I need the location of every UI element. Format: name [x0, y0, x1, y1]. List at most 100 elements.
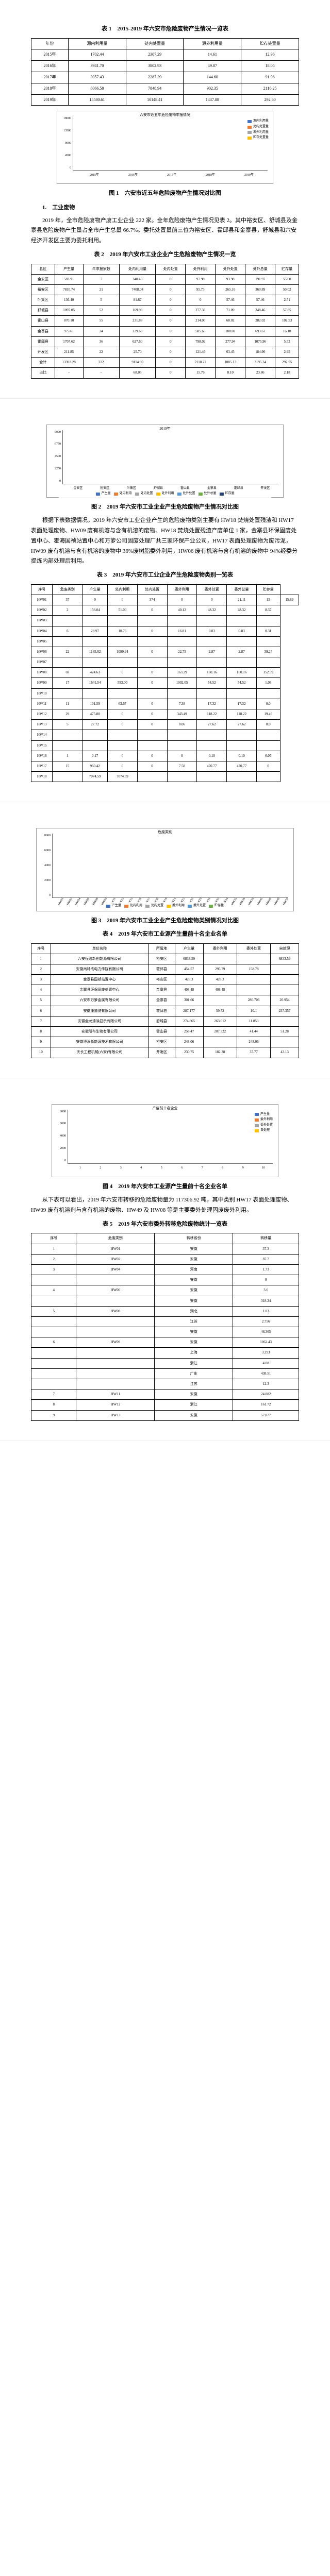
table-cell: 295.79: [203, 964, 237, 974]
table-row: 江苏2.756: [31, 1316, 299, 1327]
table-cell: 214.00: [186, 316, 216, 326]
p-after-chart4: 从下表可以看出，2019 年六安市转移的危险废物量为 117306.92 吨，其…: [31, 1195, 299, 1216]
page-3: 危废类别 02000400060008000 HW01HW02HW04HW06H…: [0, 802, 330, 1078]
table-cell: [107, 657, 137, 668]
col-header: 处外总量: [245, 264, 275, 274]
legend-label: 委外处置: [193, 904, 206, 909]
table-cell: 69: [53, 668, 82, 678]
table-cell: 37.3: [233, 1244, 299, 1254]
table-cell: 40.12: [167, 605, 197, 616]
legend-item: 产生量: [95, 492, 110, 497]
legend-label: 源内利用量: [253, 119, 269, 124]
col-header: 产生量: [82, 584, 108, 595]
table-cell: 6: [31, 1006, 51, 1016]
table-cell: [256, 636, 280, 647]
table-cell: [197, 616, 227, 626]
table-cell: 248.06: [175, 1037, 203, 1047]
table-cell: [31, 1327, 76, 1337]
table-cell: 8.37: [256, 605, 280, 616]
table-cell: 2287.39: [126, 72, 184, 83]
legend-item: 处内处置量: [248, 125, 269, 130]
table-cell: HW11: [76, 1389, 155, 1400]
col-header: 处外利用: [186, 264, 216, 274]
legend-swatch: [248, 137, 252, 140]
table-cell: 开发区: [31, 347, 55, 358]
table-cell: 93.98: [216, 274, 245, 284]
table-row: HW0869424.6300163.29160.16160.16152.59: [31, 668, 299, 678]
x-label: HW08: [92, 897, 100, 907]
table-cell: [197, 730, 227, 740]
table-row: 10天长工程机械(六安)有限公司开发区230.75182.3837.7743.1…: [31, 1047, 299, 1058]
table-cell: HW06: [76, 1285, 155, 1296]
chart4: 产废前十名企业 02000400060008000 12345678910 产生…: [52, 1104, 278, 1177]
table-row: HW1610.170000.100.100.07: [31, 751, 299, 761]
legend-swatch: [113, 493, 118, 496]
table-cell: [107, 616, 137, 626]
legend-swatch: [255, 1129, 259, 1132]
col-header: 源外利用量: [184, 38, 241, 49]
table-cell: 叶集区: [31, 295, 55, 306]
table-cell: 156.04: [82, 605, 108, 616]
table-row: 浙江4.08: [31, 1358, 299, 1368]
table-cell: 2: [53, 605, 82, 616]
table-cell: 1641.54: [82, 678, 108, 688]
table-cell: [167, 740, 197, 751]
x-label: 1: [79, 1166, 81, 1171]
table-row: 合计13393.282229114.9002110.221085.133195.…: [31, 358, 299, 368]
table-cell: 454.57: [175, 964, 203, 974]
x-label: 2015年: [90, 173, 99, 178]
table-cell: [256, 657, 280, 668]
table-cell: 3195.34: [245, 358, 275, 368]
table-cell: HW04: [31, 626, 53, 636]
table-cell: 0: [156, 316, 186, 326]
table-cell: 0: [107, 668, 137, 678]
table-cell: 41.44: [237, 1027, 270, 1037]
table-cell: 207.322: [203, 1027, 237, 1037]
table-row: 广东438.51: [31, 1368, 299, 1379]
table-row: 2019年15580.6110148.411437.88292.60: [31, 94, 299, 106]
table-cell: [197, 657, 227, 668]
col-header: 危废类别: [76, 1233, 155, 1244]
table-cell: 7810.74: [55, 284, 83, 295]
table-row: 江苏12.3: [31, 1379, 299, 1389]
table-cell: [107, 688, 137, 699]
table-cell: 2307.29: [126, 49, 184, 61]
chart4-legend: 产生量委外利用委外处置自处理: [254, 1111, 274, 1135]
table-cell: 0.17: [82, 751, 108, 761]
table-cell: 230.75: [175, 1047, 203, 1058]
table-cell: 1: [53, 751, 82, 761]
table-cell: [237, 975, 270, 985]
table-cell: [237, 985, 270, 995]
legend-swatch: [145, 905, 150, 908]
table-cell: [53, 772, 82, 782]
legend-item: 处内利用: [124, 904, 142, 909]
table-cell: 57.877: [233, 1410, 299, 1420]
table-cell: [76, 1296, 155, 1306]
table-cell: 0: [137, 709, 167, 720]
table-cell: 19.49: [256, 709, 280, 720]
table-cell: 54.52: [197, 678, 227, 688]
table-cell: HW01: [31, 595, 53, 605]
table-cell: 8: [31, 1027, 51, 1037]
table-cell: 277.94: [216, 336, 245, 347]
table-cell: 金寨县国祯站置中心: [51, 975, 148, 985]
x-label: 10: [262, 1166, 265, 1171]
table-cell: 广东: [155, 1368, 233, 1379]
table-row: 6安徽康迪纳有限公司霍邱县287.17759.7210.1237.357: [31, 1006, 299, 1016]
table-cell: 1062.43: [233, 1337, 299, 1348]
table-cell: [227, 730, 257, 740]
table-row: 叶集区136.40581.670057.4657.462.51: [31, 295, 299, 306]
chart2-bars: 金安区裕安区叶集区舒城县霍山县金寨县霍邱县开发区: [62, 430, 278, 484]
table-cell: 安徽博沃新能源技术有限公司: [51, 1037, 148, 1047]
table-cell: 0: [156, 326, 186, 336]
table-cell: [137, 636, 167, 647]
legend-swatch: [248, 131, 252, 134]
x-label: HW39: [248, 897, 256, 907]
table-cell: 229.60: [119, 326, 155, 336]
x-label: 2018年: [206, 173, 215, 178]
table-cell: 2.51: [275, 295, 299, 306]
table-cell: 3.6: [233, 1285, 299, 1296]
table-cell: [197, 772, 227, 782]
table-cell: 六安市万箩金属有限公司: [51, 995, 148, 1006]
legend-swatch: [209, 905, 213, 908]
